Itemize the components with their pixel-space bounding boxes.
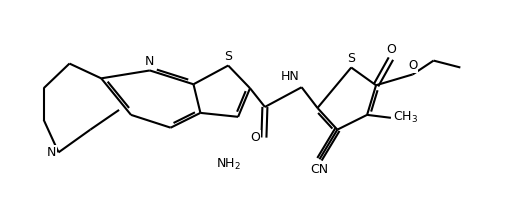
Text: CH$_3$: CH$_3$ — [393, 110, 419, 125]
Text: O: O — [386, 43, 396, 56]
Text: N: N — [145, 55, 155, 68]
Text: S: S — [224, 50, 232, 63]
Text: CN: CN — [310, 163, 329, 176]
Text: N: N — [47, 146, 56, 159]
Text: HN: HN — [280, 70, 299, 83]
Text: NH$_2$: NH$_2$ — [215, 157, 241, 172]
Text: S: S — [347, 52, 355, 65]
Text: O: O — [250, 131, 260, 144]
Text: O: O — [408, 59, 417, 72]
